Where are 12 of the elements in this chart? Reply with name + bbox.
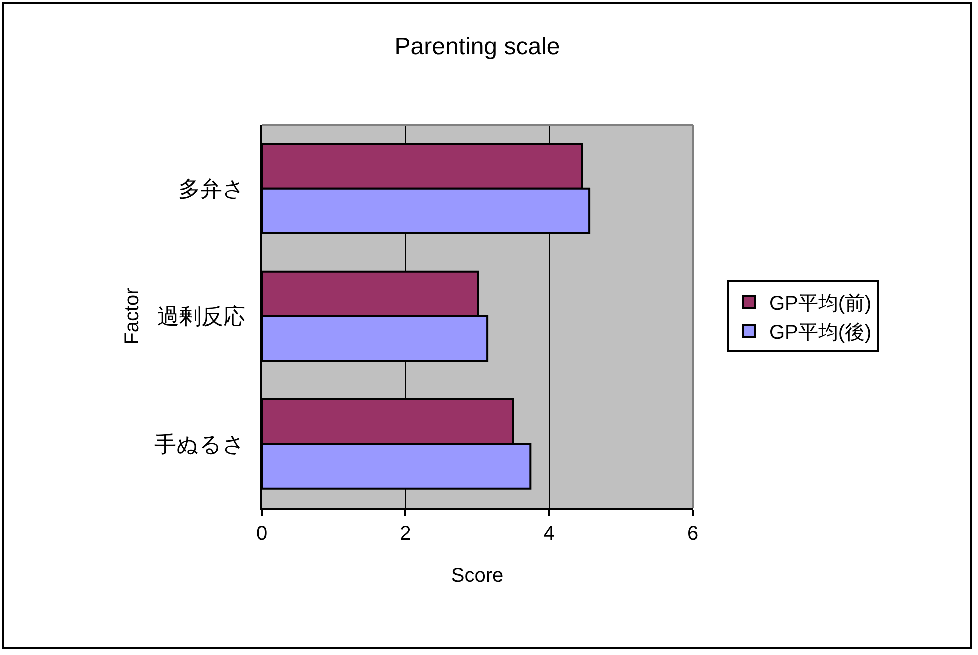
y-tick-label: 過剰反応: [158, 304, 246, 330]
chart-title: Parenting scale: [394, 33, 560, 60]
x-tick-label: 6: [687, 523, 699, 545]
legend-label: GP平均(後): [769, 322, 872, 344]
y-tick-label: 手ぬるさ: [154, 432, 246, 457]
x-tick-label: 0: [256, 523, 268, 545]
y-axis-title: Factor: [122, 288, 144, 345]
legend-label: GP平均(前): [769, 292, 872, 315]
x-axis-title: Score: [451, 565, 504, 587]
y-tick-label: 多弁さ: [178, 176, 246, 202]
x-tick-label: 2: [400, 523, 412, 545]
x-tick-label: 4: [544, 523, 555, 545]
